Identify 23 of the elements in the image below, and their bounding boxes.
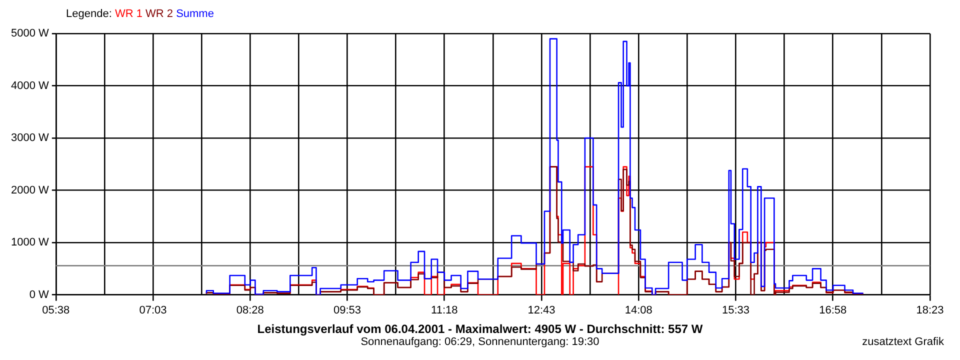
y-tick-label: 5000 W bbox=[10, 28, 50, 40]
x-tick-label: 14:08 bbox=[624, 304, 652, 316]
text: Leistungsverlauf vom 06.04.2001 - Maximalwert: 4905 W - Durchschnitt: 557 W bbox=[256, 322, 704, 336]
x-tick-label: 12:43 bbox=[528, 304, 556, 316]
text: zusatztext Grafik bbox=[862, 336, 944, 348]
text: Sonnenaufgang: 06:29, Sonnenuntergang: 19:30 bbox=[360, 336, 600, 348]
x-tick-label: 15:33 bbox=[722, 304, 750, 316]
x-tick-label: 11:18 bbox=[431, 304, 458, 316]
y-tick-label: 3000 W bbox=[10, 132, 50, 144]
x-tick-label: 09:53 bbox=[334, 304, 362, 316]
y-tick-label: 2000 W bbox=[10, 184, 50, 196]
legend-title: Legende: bbox=[66, 8, 113, 20]
x-tick-label: 18:23 bbox=[916, 304, 944, 316]
x-tick-label: 08:28 bbox=[236, 304, 264, 316]
text: Summe bbox=[176, 8, 214, 20]
y-tick-label: 4000 W bbox=[10, 80, 50, 92]
x-tick-label: 05:38 bbox=[42, 304, 70, 316]
x-tick-label: 16:58 bbox=[819, 304, 847, 316]
text: WR 1 bbox=[114, 8, 144, 20]
x-tick-label: 07:03 bbox=[139, 304, 167, 316]
y-tick-label: 0 W bbox=[29, 288, 50, 301]
text: WR 2 bbox=[146, 8, 174, 20]
y-tick-label: 1000 W bbox=[10, 236, 50, 249]
